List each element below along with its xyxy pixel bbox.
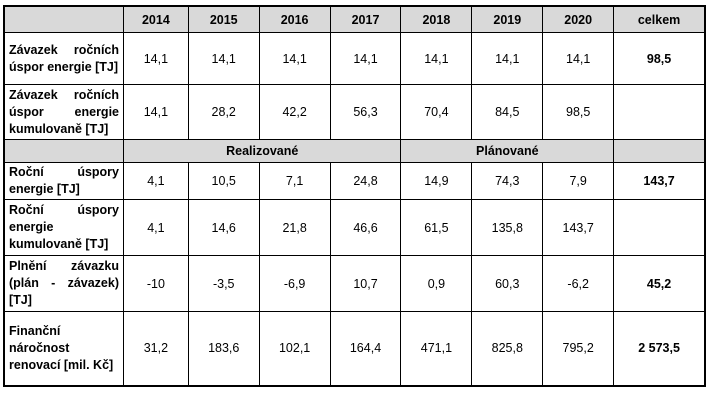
cell-value: 10,5 (187, 162, 260, 200)
cell-value: 61,5 (400, 199, 473, 256)
row-label: Roční úspory energie [TJ] (3, 162, 124, 200)
cell-total: 2 573,5 (613, 311, 706, 386)
cell-value: -3,5 (187, 255, 260, 312)
cell-value: 24,8 (329, 162, 402, 200)
row-label: Plnění závazku (plán - závazek) [TJ] (3, 255, 124, 312)
header-empty-cell (3, 5, 124, 33)
cell-value: 14,1 (542, 32, 615, 85)
cell-value: 70,4 (400, 84, 473, 140)
cell-value: 795,2 (542, 311, 615, 386)
section-realized: Realizované (122, 139, 402, 163)
cell-value: 14,1 (123, 84, 189, 140)
section-row: Realizované Plánované (3, 139, 706, 163)
cell-total (613, 199, 706, 256)
cell-value: 60,3 (471, 255, 544, 312)
cell-value: -10 (123, 255, 189, 312)
cell-value: 14,1 (329, 32, 402, 85)
cell-value: 825,8 (471, 311, 544, 386)
cell-value: 14,1 (258, 32, 331, 85)
cell-value: 7,9 (542, 162, 615, 200)
row-label: Závazek ročních úspor energie kumulovaně… (3, 84, 124, 140)
cell-value: 4,1 (123, 162, 189, 200)
cell-value: 31,2 (123, 311, 189, 386)
row-label: Závazek ročních úspor energie [TJ] (3, 32, 124, 85)
cell-total: 143,7 (613, 162, 706, 200)
cell-value: 74,3 (471, 162, 544, 200)
table-row: Plnění závazku (plán - závazek) [TJ] -10… (3, 255, 706, 312)
cell-value: 10,7 (329, 255, 402, 312)
cell-value: 14,1 (187, 32, 260, 85)
cell-value: 143,7 (542, 199, 615, 256)
cell-total: 98,5 (613, 32, 706, 85)
cell-value: 135,8 (471, 199, 544, 256)
header-year: 2015 (187, 5, 260, 33)
cell-value: 46,6 (329, 199, 402, 256)
row-label: Roční úspory energie kumulovaně [TJ] (3, 199, 124, 256)
table-row: Závazek ročních úspor energie kumulovaně… (3, 84, 706, 140)
section-empty-cell (3, 139, 124, 163)
cell-value: 14,9 (400, 162, 473, 200)
cell-value: 98,5 (542, 84, 615, 140)
cell-value: -6,9 (258, 255, 331, 312)
header-year: 2014 (123, 5, 189, 33)
section-empty-cell (613, 139, 706, 163)
energy-savings-table: 2014 2015 2016 2017 2018 2019 2020 celke… (3, 5, 706, 387)
header-year: 2018 (400, 5, 473, 33)
table-wrapper: 2014 2015 2016 2017 2018 2019 2020 celke… (3, 5, 706, 387)
cell-total: 45,2 (613, 255, 706, 312)
cell-total (613, 84, 706, 140)
cell-value: 0,9 (400, 255, 473, 312)
cell-value: 7,1 (258, 162, 331, 200)
cell-value: 21,8 (258, 199, 331, 256)
cell-value: 102,1 (258, 311, 331, 386)
cell-value: 4,1 (123, 199, 189, 256)
header-row: 2014 2015 2016 2017 2018 2019 2020 celke… (3, 5, 706, 33)
cell-value: 164,4 (329, 311, 402, 386)
cell-value: 183,6 (187, 311, 260, 386)
cell-value: 14,6 (187, 199, 260, 256)
header-total: celkem (613, 5, 706, 33)
table-row: Roční úspory energie kumulovaně [TJ] 4,1… (3, 199, 706, 256)
cell-value: 14,1 (471, 32, 544, 85)
cell-value: 84,5 (471, 84, 544, 140)
table-row: Finanční náročnost renovací [mil. Kč] 31… (3, 311, 706, 386)
cell-value: 14,1 (400, 32, 473, 85)
header-year: 2020 (542, 5, 615, 33)
cell-value: 28,2 (187, 84, 260, 140)
header-year: 2019 (471, 5, 544, 33)
cell-value: 471,1 (400, 311, 473, 386)
table-row: Roční úspory energie [TJ] 4,1 10,5 7,1 2… (3, 162, 706, 200)
cell-value: 14,1 (123, 32, 189, 85)
section-planned: Plánované (400, 139, 615, 163)
cell-value: 56,3 (329, 84, 402, 140)
header-year: 2017 (329, 5, 402, 33)
table-row: Závazek ročních úspor energie [TJ] 14,1 … (3, 32, 706, 85)
row-label: Finanční náročnost renovací [mil. Kč] (3, 311, 124, 386)
cell-value: -6,2 (542, 255, 615, 312)
cell-value: 42,2 (258, 84, 331, 140)
header-year: 2016 (258, 5, 331, 33)
